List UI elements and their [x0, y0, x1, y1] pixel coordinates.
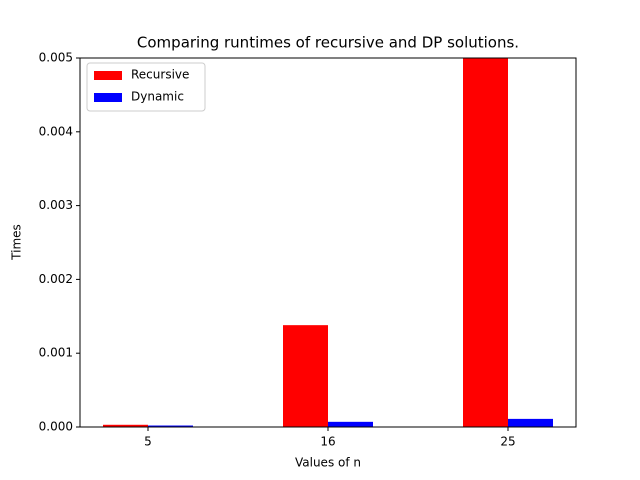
y-tick-label: 0.001 [39, 346, 73, 360]
x-tick-label: 25 [500, 435, 515, 449]
x-tick-label: 16 [320, 435, 335, 449]
legend-label: Recursive [131, 68, 189, 82]
y-tick-label: 0.002 [39, 272, 73, 286]
y-tick-label: 0.005 [39, 51, 73, 65]
bar [148, 425, 193, 427]
y-axis-label: Times [10, 224, 24, 261]
y-tick-label: 0.000 [39, 420, 73, 434]
bar [328, 421, 373, 427]
bar [508, 418, 553, 427]
legend-label: Dynamic [131, 90, 184, 104]
plot-area [103, 58, 553, 427]
legend-swatch [94, 71, 122, 80]
x-tick-label: 5 [144, 435, 152, 449]
y-tick-label: 0.004 [39, 124, 73, 138]
x-axis-label: Values of n [295, 456, 361, 470]
bar [463, 58, 508, 427]
legend-swatch [94, 93, 122, 102]
bar [283, 325, 328, 427]
chart-title: Comparing runtimes of recursive and DP s… [137, 34, 519, 52]
bar [103, 424, 148, 427]
y-tick-label: 0.003 [39, 198, 73, 212]
